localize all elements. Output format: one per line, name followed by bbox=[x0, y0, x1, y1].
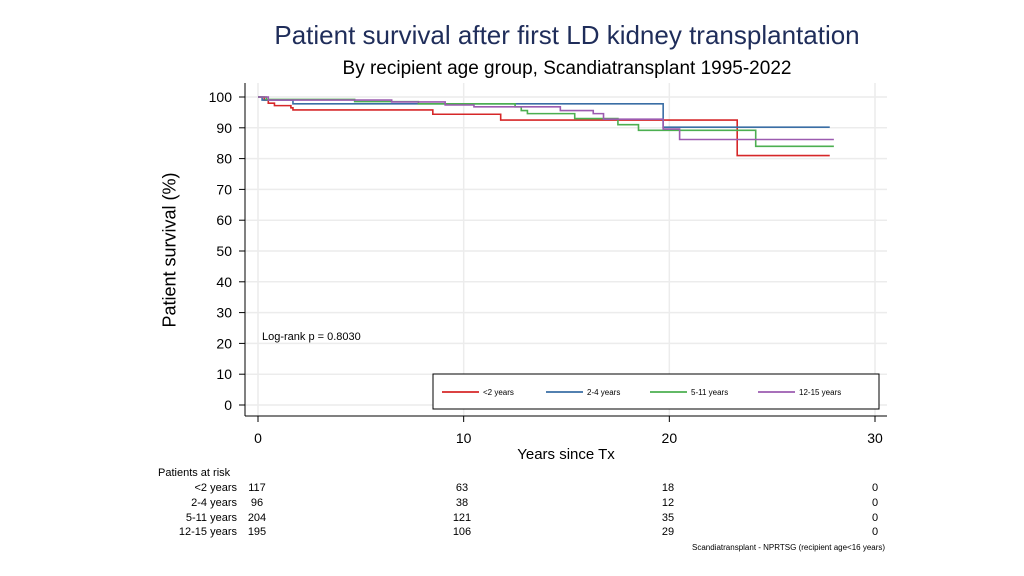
survival-line-3 bbox=[258, 96, 834, 148]
survival-line-1 bbox=[258, 96, 830, 157]
risk-cell: 121 bbox=[452, 512, 472, 524]
y-tick-label: 50 bbox=[216, 243, 232, 259]
risk-cell: 12 bbox=[661, 497, 675, 509]
risk-cell: 0 bbox=[871, 482, 879, 494]
risk-cell: 0 bbox=[871, 512, 879, 524]
risk-row-label: 12-15 years bbox=[178, 526, 237, 538]
y-tick-label: 80 bbox=[216, 151, 232, 167]
footnote: Scandiatransplant - NPRTSG (recipient ag… bbox=[692, 543, 886, 552]
y-tick-label: 20 bbox=[216, 335, 232, 351]
chart-title: Patient survival after first LD kidney t… bbox=[274, 20, 860, 50]
risk-cell: 0 bbox=[871, 497, 879, 509]
logrank-annotation: Log-rank p = 0.8030 bbox=[262, 331, 361, 343]
legend-label-2: 2-4 years bbox=[587, 388, 620, 397]
risk-row-label: <2 years bbox=[194, 482, 238, 494]
risk-cell: 29 bbox=[661, 526, 675, 538]
y-tick-label: 0 bbox=[224, 397, 232, 413]
y-tick-label: 70 bbox=[216, 181, 232, 197]
risk-cell: 195 bbox=[247, 526, 267, 538]
risk-table-title: Patients at risk bbox=[158, 467, 231, 479]
risk-cell: 204 bbox=[247, 512, 267, 524]
y-tick-label: 30 bbox=[216, 305, 232, 321]
y-tick-label: 100 bbox=[209, 89, 233, 105]
risk-cell: 117 bbox=[248, 482, 266, 494]
legend-label-4: 12-15 years bbox=[799, 388, 841, 397]
x-axis-label: Years since Tx bbox=[517, 446, 615, 463]
risk-cell: 96 bbox=[250, 497, 264, 509]
risk-cell: 63 bbox=[455, 482, 469, 494]
risk-cell: 106 bbox=[452, 526, 472, 538]
risk-cell: 35 bbox=[661, 512, 675, 524]
chart-subtitle: By recipient age group, Scandiatransplan… bbox=[342, 58, 792, 79]
x-tick-label: 0 bbox=[254, 430, 262, 446]
risk-row-label: 2-4 years bbox=[191, 497, 237, 509]
legend-label-1: <2 years bbox=[483, 388, 514, 397]
risk-cell: 18 bbox=[661, 482, 675, 494]
risk-row-label: 5-11 years bbox=[185, 512, 237, 524]
legend-label-3: 5-11 years bbox=[691, 388, 728, 397]
y-tick-label: 10 bbox=[216, 366, 232, 382]
y-tick-label: 90 bbox=[216, 120, 232, 136]
risk-cell: 0 bbox=[871, 526, 879, 538]
y-tick-label: 40 bbox=[216, 274, 232, 290]
risk-cell: 38 bbox=[455, 497, 469, 509]
x-tick-label: 10 bbox=[456, 430, 472, 446]
x-tick-label: 20 bbox=[662, 430, 678, 446]
y-tick-label: 60 bbox=[216, 212, 232, 228]
survival-line-2 bbox=[258, 96, 830, 128]
x-tick-label: 30 bbox=[867, 430, 883, 446]
survival-line-4 bbox=[258, 96, 834, 141]
